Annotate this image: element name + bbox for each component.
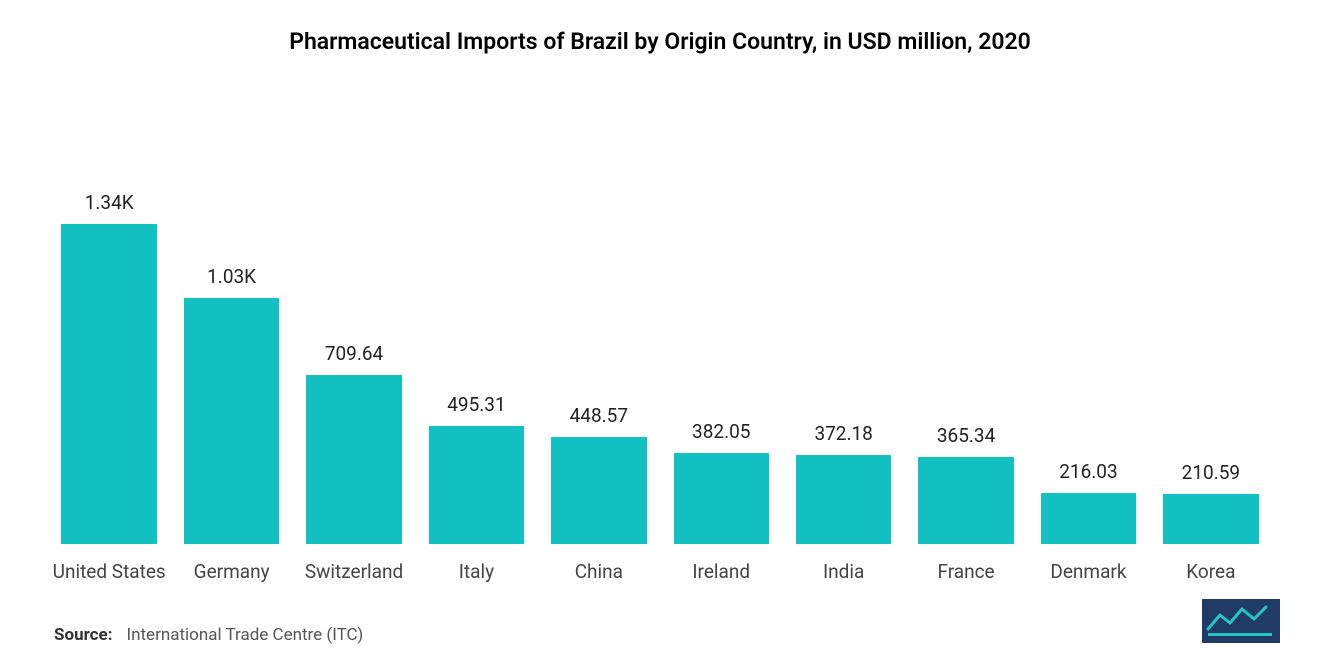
chart-title: Pharmaceutical Imports of Brazil by Orig… — [48, 28, 1272, 55]
bar — [674, 453, 769, 544]
x-axis-label: China — [538, 560, 660, 585]
source-attribution: Source: International Trade Centre (ITC) — [48, 625, 1272, 645]
bar — [796, 455, 891, 544]
source-text: International Trade Centre (ITC) — [126, 625, 363, 645]
bar-column: 448.57 — [538, 115, 660, 544]
bar-value-label: 365.34 — [937, 424, 995, 447]
chart-container: Pharmaceutical Imports of Brazil by Orig… — [0, 0, 1320, 665]
bar-column: 709.64 — [293, 115, 415, 544]
x-axis-label: United States — [48, 560, 170, 585]
bar-column: 210.59 — [1150, 115, 1272, 544]
x-axis-label: Denmark — [1027, 560, 1149, 585]
x-axis-label: Germany — [170, 560, 292, 585]
x-axis-label: France — [905, 560, 1027, 585]
bar-value-label: 495.31 — [447, 393, 505, 416]
bar-value-label: 709.64 — [325, 342, 383, 365]
source-prefix: Source: — [54, 625, 112, 645]
bar-column: 382.05 — [660, 115, 782, 544]
bar-value-label: 1.03K — [207, 265, 256, 288]
bar — [306, 375, 401, 544]
bar-value-label: 372.18 — [814, 422, 872, 445]
bar-column: 495.31 — [415, 115, 537, 544]
bar — [184, 298, 279, 544]
x-axis-labels: United StatesGermanySwitzerlandItalyChin… — [48, 552, 1272, 585]
x-axis-label: Switzerland — [293, 560, 415, 585]
x-axis-label: Korea — [1150, 560, 1272, 585]
bar-column: 1.03K — [170, 115, 292, 544]
bar-chart-plot: 1.34K 1.03K 709.64 495.31 448.57 382.05 372.18… — [48, 115, 1272, 552]
bar — [1163, 494, 1258, 544]
bar-column: 372.18 — [782, 115, 904, 544]
bar — [551, 437, 646, 544]
x-axis-label: India — [782, 560, 904, 585]
bar-value-label: 210.59 — [1182, 461, 1240, 484]
bar-column: 365.34 — [905, 115, 1027, 544]
x-axis-label: Italy — [415, 560, 537, 585]
bar-value-label: 382.05 — [692, 420, 750, 443]
mordor-logo-icon — [1202, 599, 1280, 643]
bar-column: 1.34K — [48, 115, 170, 544]
bar — [1041, 493, 1136, 545]
bar-value-label: 448.57 — [570, 404, 628, 427]
bar — [61, 224, 156, 544]
bar-value-label: 216.03 — [1059, 460, 1117, 483]
bar — [918, 457, 1013, 544]
x-axis-label: Ireland — [660, 560, 782, 585]
bar-value-label: 1.34K — [85, 191, 134, 214]
bar — [429, 426, 524, 544]
bar-column: 216.03 — [1027, 115, 1149, 544]
